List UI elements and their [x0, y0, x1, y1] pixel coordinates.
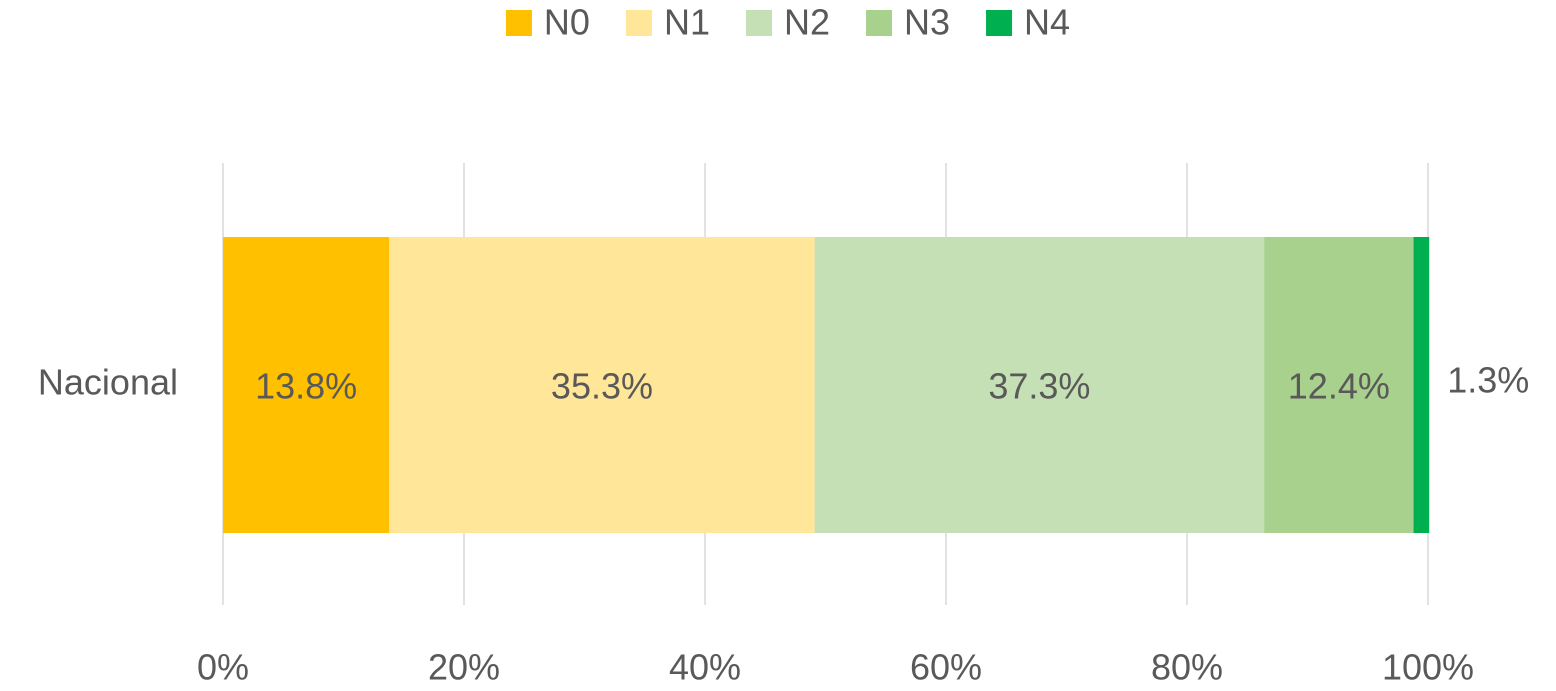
legend-swatch	[745, 10, 772, 36]
bar-segment	[389, 237, 815, 533]
bar-segment	[223, 237, 390, 533]
bar-segment	[1264, 237, 1414, 533]
legend-label: N4	[1024, 2, 1070, 43]
data-label: 37.3%	[988, 366, 1090, 407]
legend-swatch	[505, 10, 532, 36]
data-label: 35.3%	[551, 366, 653, 407]
bar-segment	[1413, 237, 1430, 533]
legend-swatch	[625, 10, 652, 36]
x-tick-label: 40%	[669, 647, 741, 688]
legend-swatch	[866, 10, 893, 36]
y-tick-label: Nacional	[38, 362, 178, 403]
legend-label: N0	[544, 2, 590, 43]
x-tick-label: 60%	[910, 647, 982, 688]
legend-label: N2	[784, 2, 830, 43]
legend-label: N3	[904, 2, 950, 43]
bar-segment	[814, 237, 1265, 533]
x-tick-label: 0%	[197, 647, 249, 688]
x-tick-label: 100%	[1382, 647, 1474, 688]
x-tick-label: 80%	[1151, 647, 1223, 688]
legend-label: N1	[664, 2, 710, 43]
x-tick-label: 20%	[428, 647, 500, 688]
data-label: 12.4%	[1288, 366, 1390, 407]
data-label: 1.3%	[1447, 360, 1529, 401]
legend-swatch	[986, 10, 1013, 36]
data-label: 13.8%	[255, 366, 357, 407]
